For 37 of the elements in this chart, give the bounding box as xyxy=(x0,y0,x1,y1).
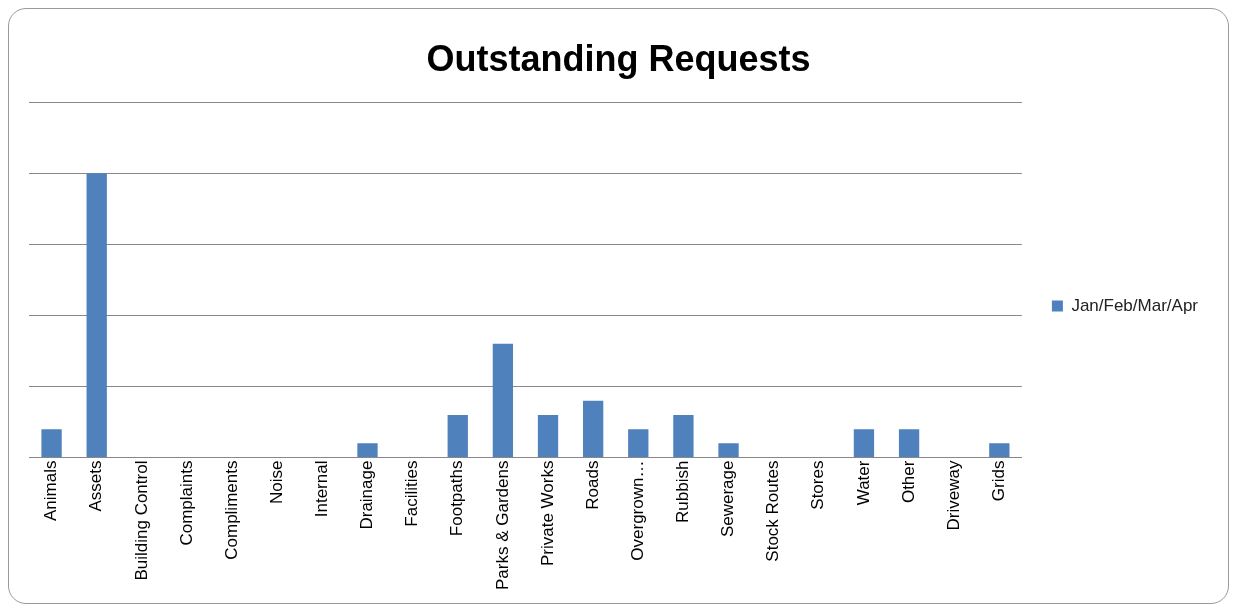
bar xyxy=(989,443,1010,458)
bar xyxy=(582,400,604,458)
x-tick-label: Parks & Gardens xyxy=(492,460,512,591)
x-tick-label: Other xyxy=(898,460,918,504)
bar xyxy=(673,414,694,458)
x-tick-label: Complaints xyxy=(176,460,196,546)
x-tick-label: Footpaths xyxy=(447,460,467,537)
bar xyxy=(41,429,62,458)
x-tick-label: Overgrown… xyxy=(627,460,647,561)
x-tick-label: Grids xyxy=(989,460,1009,502)
x-tick-label: Animals xyxy=(41,460,61,522)
x-tick-label: Noise xyxy=(266,460,286,505)
x-tick-label: Private Works xyxy=(537,460,557,567)
x-tick-label: Water xyxy=(853,460,873,506)
bar xyxy=(628,429,649,458)
x-tick-label: Drainage xyxy=(357,460,377,530)
bar xyxy=(492,343,514,458)
bar xyxy=(357,443,378,458)
x-tick-label: Facilities xyxy=(402,460,422,527)
bar xyxy=(86,173,107,458)
x-tick-label: Assets xyxy=(86,460,106,512)
legend-label: Jan/Feb/Mar/Apr xyxy=(1071,295,1199,315)
bar xyxy=(718,443,739,458)
x-tick-label: Building Control xyxy=(131,460,151,581)
x-tick-label: Driveway xyxy=(943,460,963,531)
x-tick-label: Roads xyxy=(582,460,602,510)
bar xyxy=(537,414,559,458)
x-tick-label: Rubbish xyxy=(673,460,693,523)
x-tick-label: Stock Routes xyxy=(763,460,783,562)
x-tick-label: Compliments xyxy=(221,460,241,560)
chart-title: Outstanding Requests xyxy=(426,37,811,79)
x-tick-label: Stores xyxy=(808,460,828,510)
x-tick-label: Internal xyxy=(312,460,332,518)
bar xyxy=(853,429,875,458)
x-tick-label: Sewerage xyxy=(718,460,738,538)
bar xyxy=(898,429,920,458)
bar xyxy=(447,414,468,458)
